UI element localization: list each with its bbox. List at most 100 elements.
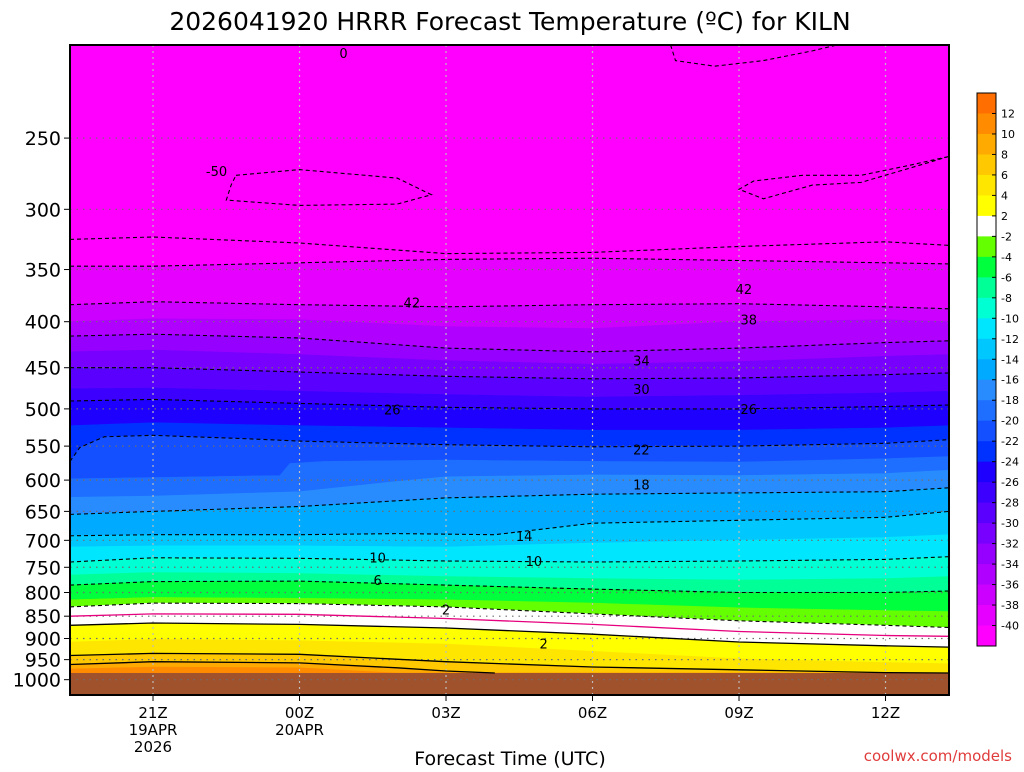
colorbar-segment bbox=[977, 584, 996, 606]
colorbar-label: -4 bbox=[1001, 251, 1012, 264]
x-tick-label: 21Z bbox=[138, 704, 167, 722]
colorbar-label: 2 bbox=[1001, 210, 1008, 223]
colorbar-segment bbox=[977, 256, 996, 278]
colorbar-label: 6 bbox=[1001, 169, 1008, 182]
temperature-bands bbox=[70, 45, 949, 695]
temperature-band bbox=[70, 257, 949, 310]
contour-line bbox=[70, 556, 949, 563]
contour-line bbox=[70, 257, 949, 267]
x-tick-label: 20APR bbox=[275, 721, 324, 739]
contour-label: 34 bbox=[633, 355, 650, 370]
colorbar-label: -8 bbox=[1001, 292, 1012, 305]
colorbar-label: -10 bbox=[1001, 312, 1019, 325]
y-tick-label: 900 bbox=[25, 629, 61, 651]
colorbar-label: 4 bbox=[1001, 189, 1008, 202]
colorbar-segment bbox=[977, 523, 996, 544]
colorbar-segment bbox=[977, 502, 996, 524]
colorbar-label: -20 bbox=[1001, 415, 1019, 428]
y-tick-label: 600 bbox=[25, 470, 61, 492]
y-axis: 2503003504004505005506006507007508008509… bbox=[13, 128, 70, 692]
contour-label: 0 bbox=[339, 47, 347, 62]
y-tick-label: 650 bbox=[25, 501, 61, 523]
colorbar-label: 8 bbox=[1001, 148, 1008, 161]
y-tick-label: 350 bbox=[25, 260, 61, 282]
colorbar-segment bbox=[977, 113, 996, 135]
colorbar: 12 10 8 6 4 2 -2 -4 -6 -8 -10 -12 -14 -16 -18 -20 -22 -24… bbox=[976, 92, 1019, 647]
plot-frame bbox=[69, 44, 950, 696]
y-tick-label: 550 bbox=[25, 436, 61, 458]
contour-label: 42 bbox=[404, 297, 421, 312]
contour-label: 26 bbox=[384, 404, 401, 419]
colorbar-label: 12 bbox=[1001, 107, 1015, 120]
colorbar-label: -28 bbox=[1001, 497, 1019, 510]
contour-label: 10 bbox=[369, 551, 386, 566]
contour-label: 18 bbox=[633, 479, 650, 494]
temperature-band bbox=[70, 45, 949, 267]
contour-label: 14 bbox=[516, 530, 533, 545]
x-tick-label: 03Z bbox=[431, 704, 460, 722]
contour-line bbox=[225, 169, 433, 206]
y-tick-label: 250 bbox=[25, 128, 61, 150]
colorbar-label: -2 bbox=[1001, 230, 1012, 243]
colorbar-label: -38 bbox=[1001, 599, 1019, 612]
contour-line bbox=[70, 602, 949, 629]
contour-line bbox=[70, 580, 949, 594]
contour-label: 2 bbox=[540, 638, 548, 653]
colorbar-label: -12 bbox=[1001, 333, 1019, 346]
x-tick-label: 09Z bbox=[724, 704, 753, 722]
colorbar-label: -18 bbox=[1001, 394, 1019, 407]
colorbar-label: 10 bbox=[1001, 128, 1015, 141]
y-tick-label: 700 bbox=[25, 530, 61, 552]
colorbar-label: -40 bbox=[1001, 620, 1019, 633]
colorbar-segment bbox=[977, 195, 996, 217]
colorbar-segment bbox=[977, 215, 996, 237]
contour-label: 26 bbox=[741, 403, 758, 418]
colorbar-segment bbox=[977, 338, 996, 360]
y-tick-label: 800 bbox=[25, 582, 61, 604]
colorbar-segment bbox=[977, 605, 996, 626]
colorbar-segment bbox=[977, 133, 996, 155]
contour-line bbox=[70, 613, 949, 637]
colorbar-label: -34 bbox=[1001, 558, 1019, 571]
contour-line bbox=[70, 398, 949, 410]
contour-label: 22 bbox=[633, 444, 650, 459]
colorbar-segment bbox=[977, 236, 996, 258]
contour-label: 42 bbox=[736, 283, 753, 298]
colorbar-label: -26 bbox=[1001, 476, 1019, 489]
colorbar-segment bbox=[977, 277, 996, 299]
colorbar-segment bbox=[977, 543, 996, 565]
colorbar-segment bbox=[977, 359, 996, 381]
contour-line bbox=[70, 236, 949, 255]
ground-area bbox=[70, 672, 949, 695]
contour-line bbox=[70, 301, 949, 310]
contour-line bbox=[737, 155, 949, 200]
colorbar-segment bbox=[977, 564, 996, 585]
colorbar-label: -36 bbox=[1001, 579, 1019, 592]
colorbar-segment bbox=[977, 174, 996, 196]
contour-line bbox=[70, 434, 949, 462]
colorbar-label: -16 bbox=[1001, 374, 1019, 387]
colorbar-segment bbox=[977, 379, 996, 401]
colorbar-segment bbox=[977, 154, 996, 176]
contour-line bbox=[70, 333, 949, 353]
contour-line bbox=[70, 487, 949, 515]
colorbar-segment bbox=[977, 93, 996, 114]
x-tick-label: 06Z bbox=[578, 704, 607, 722]
y-tick-label: 750 bbox=[25, 557, 61, 579]
colorbar-segment bbox=[977, 625, 996, 647]
contour-label: 6 bbox=[374, 574, 382, 589]
colorbar-label: -14 bbox=[1001, 353, 1019, 366]
y-tick-label: 450 bbox=[25, 358, 61, 380]
contour-line bbox=[670, 45, 837, 67]
colorbar-label: -6 bbox=[1001, 271, 1012, 284]
contour-line bbox=[70, 661, 495, 674]
contour-label: 10 bbox=[526, 555, 543, 570]
contour-lines bbox=[70, 45, 949, 674]
contour-label: 30 bbox=[633, 383, 650, 398]
colorbar-segment bbox=[977, 441, 996, 463]
contour-line bbox=[70, 367, 949, 380]
